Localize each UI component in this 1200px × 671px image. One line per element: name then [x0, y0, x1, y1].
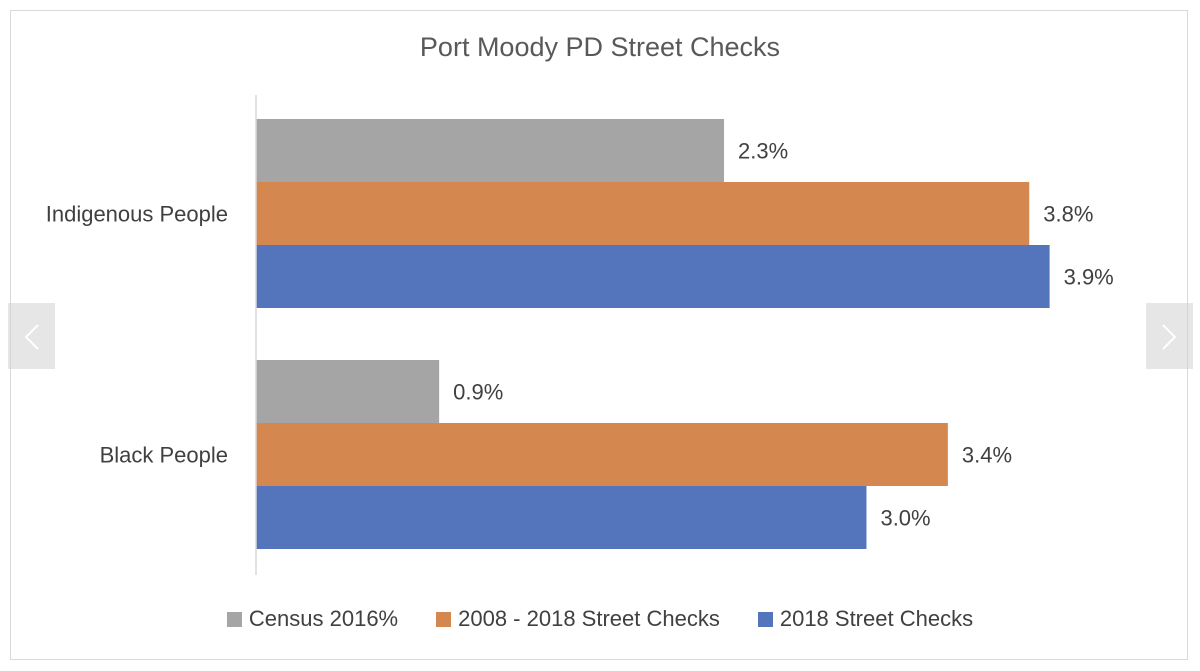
data-label-indigenous-people-series-0: 2.3%: [738, 139, 788, 164]
bar-indigenous-people-series-2: [256, 245, 1050, 308]
data-label-black-people-series-0: 0.9%: [453, 380, 503, 405]
legend-label-census: Census 2016%: [248, 606, 399, 631]
chevron-left-icon: [24, 324, 39, 350]
data-label-indigenous-people-series-1: 3.8%: [1043, 202, 1093, 227]
bar-black-people-series-1: [256, 423, 948, 486]
category-label-black-people: Black People: [100, 443, 228, 468]
data-label-black-people-series-2: 3.0%: [880, 506, 930, 531]
legend-label-2008-2018: 2008 - 2018 Street Checks: [458, 606, 720, 631]
legend-item-census: Census 2016%: [226, 606, 399, 632]
legend-label-2018: 2018 Street Checks: [779, 606, 974, 631]
category-label-indigenous-people: Indigenous People: [46, 202, 228, 227]
data-label-black-people-series-1: 3.4%: [962, 443, 1012, 468]
chart-title: Port Moody PD Street Checks: [419, 32, 781, 62]
bar-black-people-series-0: [256, 360, 440, 423]
chart-frame: [10, 10, 1188, 660]
legend-swatch-2018: [757, 611, 773, 627]
data-label-indigenous-people-series-2: 3.9%: [1064, 265, 1114, 290]
legend-swatch-census: [226, 611, 242, 627]
chart-legend: Census 2016% 2008 - 2018 Street Checks 2…: [0, 606, 1200, 632]
chevron-right-icon: [1162, 324, 1177, 350]
legend-item-2018: 2018 Street Checks: [757, 606, 974, 632]
bar-indigenous-people-series-0: [256, 119, 725, 182]
next-slide-button[interactable]: [1146, 303, 1193, 369]
previous-slide-button[interactable]: [8, 303, 55, 369]
legend-item-2008-2018: 2008 - 2018 Street Checks: [436, 606, 720, 632]
legend-swatch-2008-2018: [436, 611, 452, 627]
bar-indigenous-people-series-1: [256, 182, 1030, 245]
chart-plot-area: Indigenous People 2.3% 3.8% 3.9% Black Peopl…: [46, 95, 1114, 575]
bar-black-people-series-2: [256, 486, 867, 549]
